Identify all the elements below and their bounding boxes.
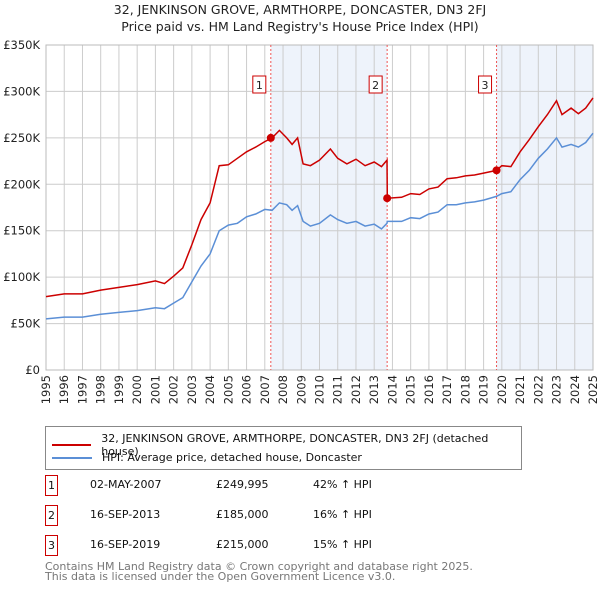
sale-marker-box: 3 bbox=[45, 535, 58, 556]
x-tick-label: 2015 bbox=[404, 375, 418, 404]
sale-point bbox=[383, 194, 392, 203]
x-tick-label: 2024 bbox=[568, 375, 582, 404]
x-tick-label: 2014 bbox=[385, 375, 399, 404]
x-tick-label: 2008 bbox=[276, 375, 290, 404]
sale-hpi: 15% ↑ HPI bbox=[313, 538, 372, 551]
sale-hpi: 42% ↑ HPI bbox=[313, 478, 372, 491]
x-tick-label: 2000 bbox=[130, 375, 144, 404]
x-tick-label: 2004 bbox=[203, 375, 217, 404]
sale-date: 16-SEP-2013 bbox=[90, 508, 161, 521]
footer-copyright: Contains HM Land Registry data © Crown c… bbox=[45, 560, 473, 573]
sale-point bbox=[492, 166, 501, 175]
x-tick-label: 2020 bbox=[495, 375, 509, 404]
x-tick-label: 1995 bbox=[39, 375, 53, 404]
x-tick-label: 2009 bbox=[294, 375, 308, 404]
y-tick-label: £150K bbox=[3, 224, 40, 238]
sale-row: 3 16-SEP-2019 £215,000 15% ↑ HPI bbox=[45, 535, 545, 557]
legend-swatch-property bbox=[52, 444, 92, 446]
chart-title: 32, JENKINSON GROVE, ARMTHORPE, DONCASTE… bbox=[113, 2, 487, 17]
sale-label-box bbox=[368, 75, 383, 94]
legend: 32, JENKINSON GROVE, ARMTHORPE, DONCASTE… bbox=[45, 426, 522, 470]
footer: Contains HM Land Registry data © Crown c… bbox=[45, 560, 473, 583]
x-tick-label: 1997 bbox=[75, 375, 89, 404]
x-tick-label: 2010 bbox=[313, 375, 327, 404]
y-tick-label: £200K bbox=[3, 177, 40, 191]
x-tick-label: 2025 bbox=[586, 375, 600, 404]
x-tick-label: 1999 bbox=[112, 375, 126, 404]
x-tick-label: 2016 bbox=[422, 375, 436, 404]
sale-hpi: 16% ↑ HPI bbox=[313, 508, 372, 521]
sale-date: 16-SEP-2019 bbox=[90, 538, 161, 551]
x-tick-label: 2001 bbox=[148, 375, 162, 404]
plot-frame bbox=[45, 44, 594, 371]
sale-marker-box: 1 bbox=[45, 475, 58, 496]
x-tick-label: 2005 bbox=[221, 375, 235, 404]
shaded-region bbox=[270, 45, 388, 370]
x-tick-label: 2019 bbox=[477, 375, 491, 404]
sale-price: £185,000 bbox=[216, 508, 269, 521]
sale-label-number: 1 bbox=[256, 79, 263, 92]
x-tick-label: 2002 bbox=[167, 375, 181, 404]
plot-area: 1995 1996 1997 1998 1999 2000 2001 2002 2003 2004… bbox=[3, 38, 600, 404]
hpi-line bbox=[45, 132, 594, 320]
property-price-line bbox=[45, 97, 594, 298]
sale-label-box bbox=[478, 75, 493, 94]
x-tick-label: 2017 bbox=[440, 375, 454, 404]
x-tick-label: 1998 bbox=[94, 375, 108, 404]
sale-row: 1 02-MAY-2007 £249,995 42% ↑ HPI bbox=[45, 475, 545, 497]
x-tick-label: 2023 bbox=[550, 375, 564, 404]
y-tick-label: £300K bbox=[3, 84, 40, 98]
footer-licence: This data is licensed under the Open Gov… bbox=[45, 570, 396, 583]
shaded-region bbox=[496, 45, 593, 370]
sale-marker-box: 2 bbox=[45, 505, 58, 526]
sale-price: £215,000 bbox=[216, 538, 269, 551]
legend-label-property: 32, JENKINSON GROVE, ARMTHORPE, DONCASTE… bbox=[101, 432, 489, 458]
chart-subtitle: Price paid vs. HM Land Registry's House … bbox=[121, 19, 479, 34]
sale-label-box bbox=[252, 75, 267, 94]
y-tick-label: £0 bbox=[25, 363, 40, 377]
y-tick-label: £100K bbox=[3, 270, 40, 284]
x-tick-label: 2006 bbox=[240, 375, 254, 404]
sale-point bbox=[266, 133, 275, 142]
x-tick-label: 2012 bbox=[349, 375, 363, 404]
y-tick-label: £350K bbox=[3, 38, 40, 52]
sale-row: 2 16-SEP-2013 £185,000 16% ↑ HPI bbox=[45, 505, 545, 527]
y-tick-label: £50K bbox=[11, 317, 41, 331]
sale-label-number: 2 bbox=[372, 79, 379, 92]
sale-label-number: 3 bbox=[482, 79, 489, 92]
x-tick-label: 2003 bbox=[185, 375, 199, 404]
x-tick-label: 1996 bbox=[57, 375, 71, 404]
x-tick-label: 2007 bbox=[258, 375, 272, 404]
x-tick-label: 2011 bbox=[331, 375, 345, 404]
sale-price: £249,995 bbox=[216, 478, 269, 491]
x-tick-label: 2021 bbox=[513, 375, 527, 404]
x-tick-label: 2013 bbox=[367, 375, 381, 404]
legend-label-hpi: HPI: Average price, detached house, Donc… bbox=[102, 451, 362, 464]
sale-date: 02-MAY-2007 bbox=[90, 478, 162, 491]
y-tick-label: £250K bbox=[3, 131, 40, 145]
legend-swatch-hpi bbox=[52, 456, 92, 459]
x-tick-label: 2018 bbox=[458, 375, 472, 404]
x-tick-label: 2022 bbox=[531, 375, 545, 404]
